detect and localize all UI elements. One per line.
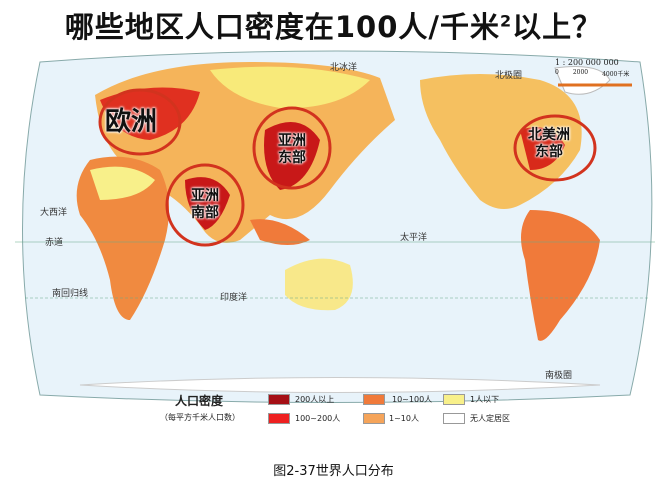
- na-east-dense: [520, 127, 565, 170]
- ocean-label: 印度洋: [220, 291, 247, 303]
- legend-swatch: [443, 394, 465, 405]
- tropic-label: 南回归线: [52, 287, 88, 299]
- page-title: 哪些地区人口密度在100人/千米2以上？: [0, 4, 667, 46]
- antarctic-label: 南极圈: [545, 369, 572, 381]
- label-line: 北美洲: [528, 127, 570, 143]
- legend-label: 200人以上: [295, 395, 335, 404]
- world-population-map: 赤道 南回归线 北极圈 南极圈 大西洋 太平洋 印度洋 北冰洋: [15, 50, 655, 403]
- label-south-asia: 亚洲 南部: [191, 188, 219, 222]
- legend-label: 1人以下: [470, 395, 500, 404]
- greenland: [554, 66, 611, 95]
- siberia-sparse: [210, 66, 370, 109]
- legend-title: 人口密度: [175, 394, 224, 408]
- legend-subtitle: （每平方千米人口数）: [160, 413, 240, 422]
- figure-caption: 图2-37世界人口分布: [273, 464, 394, 479]
- legend: 人口密度 （每平方千米人口数） 200人以上 100~200人 10~100人 …: [160, 392, 520, 432]
- title-text: 哪些地区人口密度在100人/千米: [64, 10, 500, 44]
- legend-label: 100~200人: [295, 414, 341, 423]
- scale-tick: 2000: [572, 69, 589, 76]
- australia: [285, 258, 353, 311]
- southeast-asia: [250, 219, 310, 245]
- south-america: [521, 210, 600, 341]
- scale-tick: 0: [555, 69, 559, 76]
- highlight-circle-east-asia: [252, 106, 332, 190]
- arctic-label: 北极圈: [495, 69, 522, 81]
- ocean-label: 北冰洋: [330, 61, 357, 73]
- legend-swatch: [268, 394, 290, 405]
- legend-swatch: [363, 413, 385, 424]
- title-suffix: 以上？: [512, 10, 603, 44]
- equator-label: 赤道: [45, 236, 63, 248]
- label-east-asia: 亚洲 东部: [278, 133, 306, 167]
- scale-tick: 4000千米: [602, 71, 630, 78]
- legend-swatch: [363, 394, 385, 405]
- south-asia-dense: [185, 177, 230, 230]
- legend-label: 10~100人: [392, 395, 433, 404]
- legend-swatch: [268, 413, 290, 424]
- label-line: 东部: [535, 144, 563, 160]
- europe-dense: [100, 87, 200, 140]
- label-line: 东部: [278, 150, 306, 166]
- label-line: 亚洲: [278, 133, 306, 149]
- ocean-label: 大西洋: [40, 206, 67, 218]
- sahara: [90, 166, 155, 200]
- east-asia-dense: [264, 122, 320, 190]
- label-line: 南部: [191, 205, 219, 221]
- legend-label: 1~10人: [389, 414, 419, 423]
- legend-swatch: [443, 413, 465, 424]
- title-superscript: 2: [499, 11, 513, 31]
- north-america: [420, 74, 582, 209]
- antarctica: [79, 377, 601, 393]
- highlight-circle-north-america: [513, 114, 597, 182]
- label-europe: 欧洲: [105, 107, 158, 137]
- highlight-circle-europe: [98, 88, 182, 156]
- scale-ratio: 1 : 200 000 000: [555, 58, 619, 67]
- map-scale: 1 : 200 000 000 0 2000 4000千米: [555, 58, 629, 78]
- legend-label: 无人定居区: [470, 414, 510, 423]
- label-line: 亚洲: [191, 188, 219, 204]
- ocean-label: 太平洋: [400, 231, 427, 243]
- label-north-america: 北美洲 东部: [528, 127, 570, 161]
- highlight-circle-south-asia: [165, 163, 245, 247]
